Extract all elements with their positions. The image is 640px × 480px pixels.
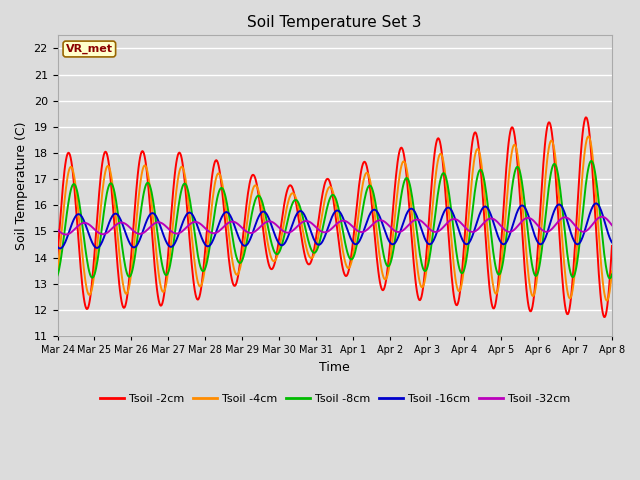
Legend: Tsoil -2cm, Tsoil -4cm, Tsoil -8cm, Tsoil -16cm, Tsoil -32cm: Tsoil -2cm, Tsoil -4cm, Tsoil -8cm, Tsoi… — [95, 390, 574, 408]
X-axis label: Time: Time — [319, 360, 350, 373]
Text: VR_met: VR_met — [66, 44, 113, 54]
Title: Soil Temperature Set 3: Soil Temperature Set 3 — [248, 15, 422, 30]
Y-axis label: Soil Temperature (C): Soil Temperature (C) — [15, 121, 28, 250]
